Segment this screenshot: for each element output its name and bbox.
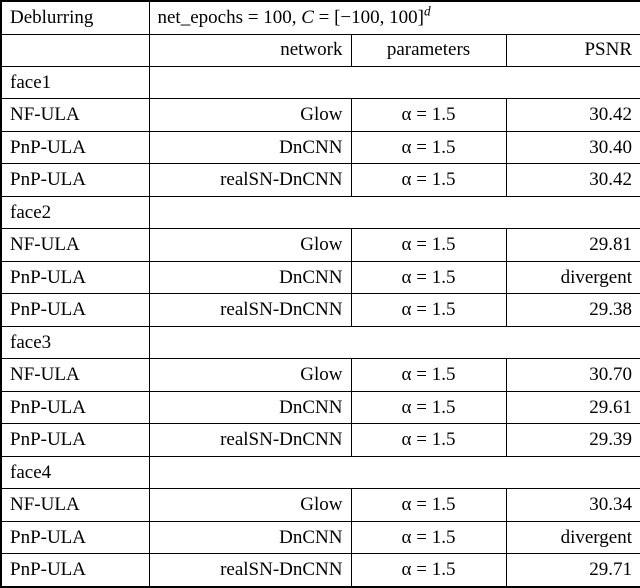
network-cell: Glow [148, 228, 352, 262]
header-note-cell: net_epochs = 100, C = [−100, 100]d [148, 0, 640, 35]
table-row: PnP-ULA realSN-DnCNN α = 1.5 30.42 [0, 163, 640, 197]
group-row-face2: face2 [0, 195, 640, 230]
table-row: PnP-ULA DnCNN α = 1.5 30.40 [0, 130, 640, 165]
table-row: PnP-ULA DnCNN α = 1.5 29.61 [0, 390, 640, 425]
psnr-cell: divergent [505, 260, 640, 295]
method-cell: NF-ULA [0, 98, 150, 132]
network-cell: DnCNN [148, 390, 352, 425]
column-header-row: network parameters PSNR [0, 33, 640, 68]
method-cell: PnP-ULA [0, 130, 150, 165]
method-cell: PnP-ULA [0, 520, 150, 555]
psnr-cell: 30.42 [505, 98, 640, 132]
network-cell: realSN-DnCNN [148, 423, 352, 457]
psnr-cell: 30.34 [505, 488, 640, 522]
table-title-cell: Deblurring [0, 0, 150, 35]
method-cell: PnP-ULA [0, 163, 150, 197]
network-cell: Glow [148, 98, 352, 132]
parameters-cell: α = 1.5 [350, 293, 507, 327]
note-superscript: d [424, 3, 431, 18]
col-header-network: network [148, 33, 352, 68]
parameters-cell: α = 1.5 [350, 163, 507, 197]
group-row-face4: face4 [0, 455, 640, 490]
method-cell: PnP-ULA [0, 553, 150, 588]
group-spacer-cell [148, 325, 640, 360]
table-row: NF-ULA Glow α = 1.5 29.81 [0, 228, 640, 262]
title-row: Deblurring net_epochs = 100, C = [−100, … [0, 0, 640, 35]
table-row: NF-ULA Glow α = 1.5 30.42 [0, 98, 640, 132]
col-header-parameters: parameters [350, 33, 507, 68]
table-row: NF-ULA Glow α = 1.5 30.34 [0, 488, 640, 522]
parameters-cell: α = 1.5 [350, 260, 507, 295]
network-cell: realSN-DnCNN [148, 553, 352, 588]
network-cell: realSN-DnCNN [148, 293, 352, 327]
method-cell: PnP-ULA [0, 423, 150, 457]
table-row: PnP-ULA DnCNN α = 1.5 divergent [0, 260, 640, 295]
empty-header-cell [0, 33, 150, 68]
network-cell: Glow [148, 358, 352, 392]
psnr-cell: 29.71 [505, 553, 640, 588]
note-prefix: net_epochs = 100, [157, 6, 302, 28]
parameters-cell: α = 1.5 [350, 553, 507, 588]
network-cell: realSN-DnCNN [148, 163, 352, 197]
group-label-cell: face2 [0, 195, 150, 230]
table-row: NF-ULA Glow α = 1.5 30.70 [0, 358, 640, 392]
parameters-cell: α = 1.5 [350, 228, 507, 262]
method-cell: NF-ULA [0, 228, 150, 262]
method-cell: PnP-ULA [0, 260, 150, 295]
group-label-cell: face3 [0, 325, 150, 360]
psnr-cell: 29.39 [505, 423, 640, 457]
table-row: PnP-ULA DnCNN α = 1.5 divergent [0, 520, 640, 555]
parameters-cell: α = 1.5 [350, 358, 507, 392]
psnr-cell: 30.42 [505, 163, 640, 197]
network-cell: DnCNN [148, 260, 352, 295]
col-header-psnr: PSNR [505, 33, 640, 68]
table-row: PnP-ULA realSN-DnCNN α = 1.5 29.38 [0, 293, 640, 327]
psnr-cell: divergent [505, 520, 640, 555]
group-spacer-cell [148, 195, 640, 230]
method-cell: NF-ULA [0, 488, 150, 522]
group-spacer-cell [148, 455, 640, 490]
method-cell: PnP-ULA [0, 390, 150, 425]
method-cell: PnP-ULA [0, 293, 150, 327]
group-label-cell: face4 [0, 455, 150, 490]
group-spacer-cell [148, 65, 640, 100]
group-row-face1: face1 [0, 65, 640, 100]
parameters-cell: α = 1.5 [350, 130, 507, 165]
group-label-cell: face1 [0, 65, 150, 100]
parameters-cell: α = 1.5 [350, 98, 507, 132]
method-cell: NF-ULA [0, 358, 150, 392]
psnr-cell: 30.40 [505, 130, 640, 165]
parameters-cell: α = 1.5 [350, 520, 507, 555]
parameters-cell: α = 1.5 [350, 488, 507, 522]
group-row-face3: face3 [0, 325, 640, 360]
note-variable: C [301, 6, 314, 28]
table-row: PnP-ULA realSN-DnCNN α = 1.5 29.39 [0, 423, 640, 457]
network-cell: DnCNN [148, 130, 352, 165]
note-mid: = [−100, 100] [313, 6, 424, 28]
parameters-cell: α = 1.5 [350, 390, 507, 425]
psnr-cell: 29.38 [505, 293, 640, 327]
psnr-cell: 30.70 [505, 358, 640, 392]
psnr-cell: 29.61 [505, 390, 640, 425]
parameters-cell: α = 1.5 [350, 423, 507, 457]
psnr-cell: 29.81 [505, 228, 640, 262]
table-row: PnP-ULA realSN-DnCNN α = 1.5 29.71 [0, 553, 640, 588]
note-superscript-var: d [423, 3, 431, 19]
network-cell: DnCNN [148, 520, 352, 555]
network-cell: Glow [148, 488, 352, 522]
